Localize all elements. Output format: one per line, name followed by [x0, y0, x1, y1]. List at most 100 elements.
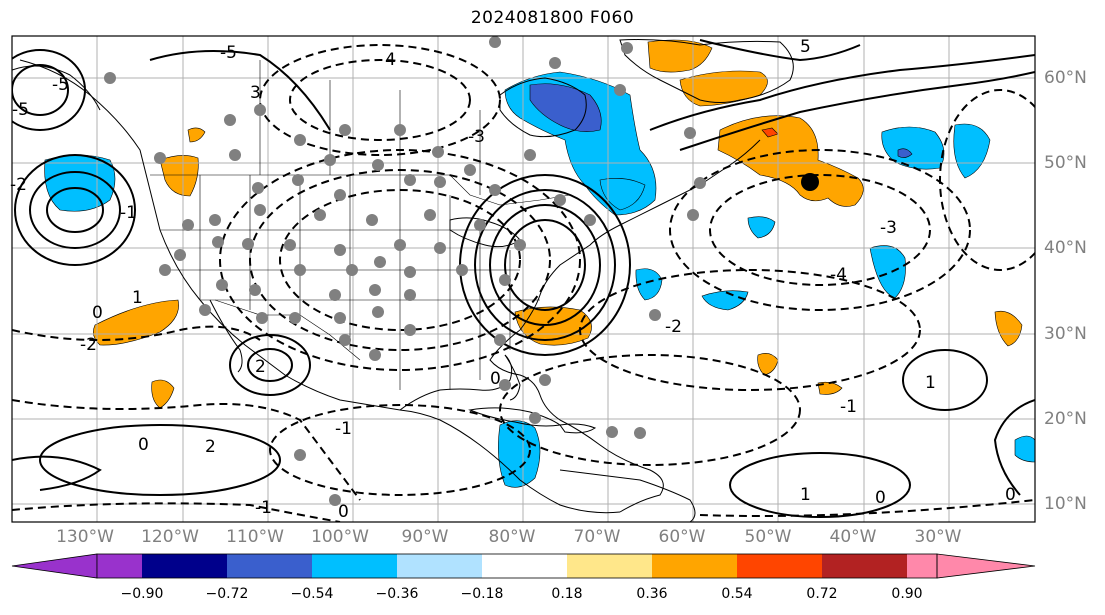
baja	[209, 299, 243, 373]
north-america-east-coast	[489, 139, 761, 513]
contour-label: -1	[335, 419, 352, 439]
contour-label: 0	[875, 488, 886, 508]
contour-label: 5	[800, 37, 811, 57]
contour-ring	[249, 169, 551, 351]
contour-label: 0	[92, 303, 103, 323]
map-frame	[11, 35, 1036, 523]
colorbar-swatch	[567, 554, 652, 578]
contour-ring	[902, 349, 988, 411]
solid-contours	[12, 39, 1035, 518]
orange-region-pacific-small	[151, 379, 175, 409]
cyan-region-atlantic-small3	[747, 216, 776, 239]
greenland	[619, 39, 794, 103]
station-dots	[104, 36, 706, 506]
lon-label: 30°W	[914, 527, 962, 547]
cyan-region-atlantic-mid	[869, 245, 906, 299]
canada-provinces	[259, 60, 481, 195]
contour-label: -5	[12, 100, 29, 120]
colorbar-swatch	[652, 554, 737, 578]
contour-ring	[269, 404, 531, 496]
colorbar-swatch	[822, 554, 907, 578]
state-lines-east	[160, 195, 540, 390]
contour-label: -1	[255, 498, 272, 518]
contour-label: 0	[1005, 485, 1016, 505]
colorbar-frame	[96, 553, 938, 579]
contour-ring	[29, 171, 121, 249]
orange-region-greenland	[647, 39, 713, 73]
contour-label: 2	[255, 357, 266, 377]
colorbar-swatch	[737, 554, 822, 578]
lat-label: 60°N	[1044, 68, 1087, 88]
orange-region-canada-west	[159, 155, 199, 197]
lat-label: 50°N	[1044, 153, 1087, 173]
contour-ring	[279, 189, 521, 331]
contour-label: 0	[490, 369, 501, 389]
orange-region-atlantic-small	[817, 381, 843, 395]
shaded-negative-regions	[44, 71, 1035, 488]
contour-ring	[46, 187, 104, 233]
contour-ring	[289, 59, 471, 141]
orange-region-labrador-sea	[717, 115, 864, 207]
contour-label: 3	[250, 83, 261, 103]
lon-label: 60°W	[658, 527, 706, 547]
colorbar-tick: 0.18	[551, 586, 583, 602]
colorbar-tick: 0.90	[891, 586, 923, 602]
colorbar-tick: 0.72	[806, 586, 838, 602]
orange-region-mid-atlantic	[757, 353, 779, 376]
contour-line-dashed	[12, 502, 341, 522]
contour-label: -1	[840, 397, 857, 417]
contour-ring	[12, 49, 86, 131]
contour-label: 0	[138, 435, 149, 455]
lon-label: 70°W	[573, 527, 621, 547]
contour-line-dashed	[12, 399, 361, 501]
contour-ring	[12, 64, 69, 116]
contour-ring	[219, 149, 581, 371]
orange-region-east-atlantic	[994, 311, 1023, 347]
orange-region-alaska	[187, 127, 206, 143]
contour-line-east	[993, 399, 1035, 496]
contour-line-south	[12, 455, 102, 491]
gulf-coast	[399, 354, 513, 411]
cyan-region-caribbean	[498, 420, 541, 488]
contour-label: -2	[10, 175, 27, 195]
contour-line-dashed	[12, 325, 261, 341]
dashed-contours	[12, 44, 1035, 522]
contour-line-north	[699, 39, 861, 62]
map-title: 2024081800 F060	[470, 8, 635, 28]
contour-line-north	[649, 54, 1035, 131]
colorbar-swatch	[227, 554, 312, 578]
contour-label: -2	[80, 335, 97, 355]
contour-ring	[709, 174, 931, 286]
contour-ring	[14, 154, 136, 266]
colorbar-tick: 0.54	[721, 586, 753, 602]
contour-label: 0	[338, 502, 349, 522]
coastlines	[12, 39, 794, 522]
contour-label: -3	[468, 127, 485, 147]
contour-ring	[504, 219, 586, 311]
colorbar-extend-low	[11, 553, 98, 579]
contour-ring	[474, 189, 616, 341]
florida	[504, 354, 521, 401]
contour-line-dashed	[699, 499, 1035, 517]
contour-ring	[499, 354, 801, 466]
lon-label: 50°W	[744, 527, 792, 547]
map-area	[12, 36, 1035, 522]
blue-region-hudson	[529, 83, 602, 132]
lon-label: 80°W	[488, 527, 536, 547]
contour-label: -4	[830, 265, 847, 285]
colorbar-swatch	[397, 554, 482, 578]
contour-ring	[939, 89, 1035, 271]
colorbar-swatch	[907, 554, 937, 578]
lon-label: 120°W	[141, 527, 199, 547]
contour-ring	[489, 204, 601, 326]
lat-label: 20°N	[1044, 409, 1087, 429]
black-dot-marker	[801, 173, 819, 191]
colorbar-tick: −0.54	[290, 586, 334, 602]
shaded-positive-regions	[93, 39, 1023, 409]
contour-ring	[39, 424, 281, 496]
contour-label: -2	[665, 317, 682, 337]
colorbar-swatch	[142, 554, 227, 578]
contour-ring	[669, 149, 971, 311]
contour-label: 1	[800, 485, 811, 505]
lat-label: 10°N	[1044, 494, 1087, 514]
